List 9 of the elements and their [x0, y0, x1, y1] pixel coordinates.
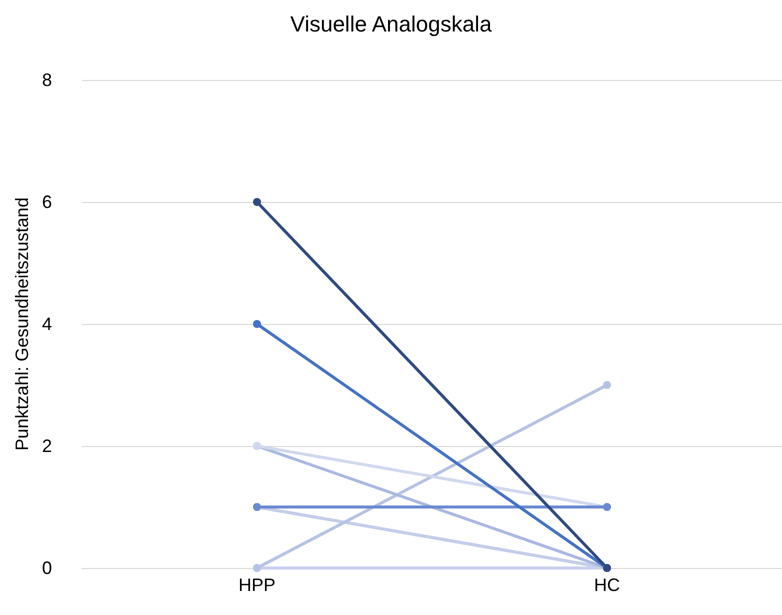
chart-title: Visuelle Analogskala	[290, 12, 492, 36]
y-tick-label: 8	[42, 70, 52, 90]
x-tick-label: HPP	[238, 575, 276, 595]
y-tick-label: 2	[42, 436, 52, 456]
x-tick-label: HC	[594, 575, 620, 595]
y-tick-label: 6	[42, 192, 52, 212]
y-axis-title: Punktzahl: Gesundheitszustand	[12, 197, 32, 451]
y-tick-label: 0	[42, 558, 52, 578]
y-tick-label: 4	[42, 314, 52, 334]
